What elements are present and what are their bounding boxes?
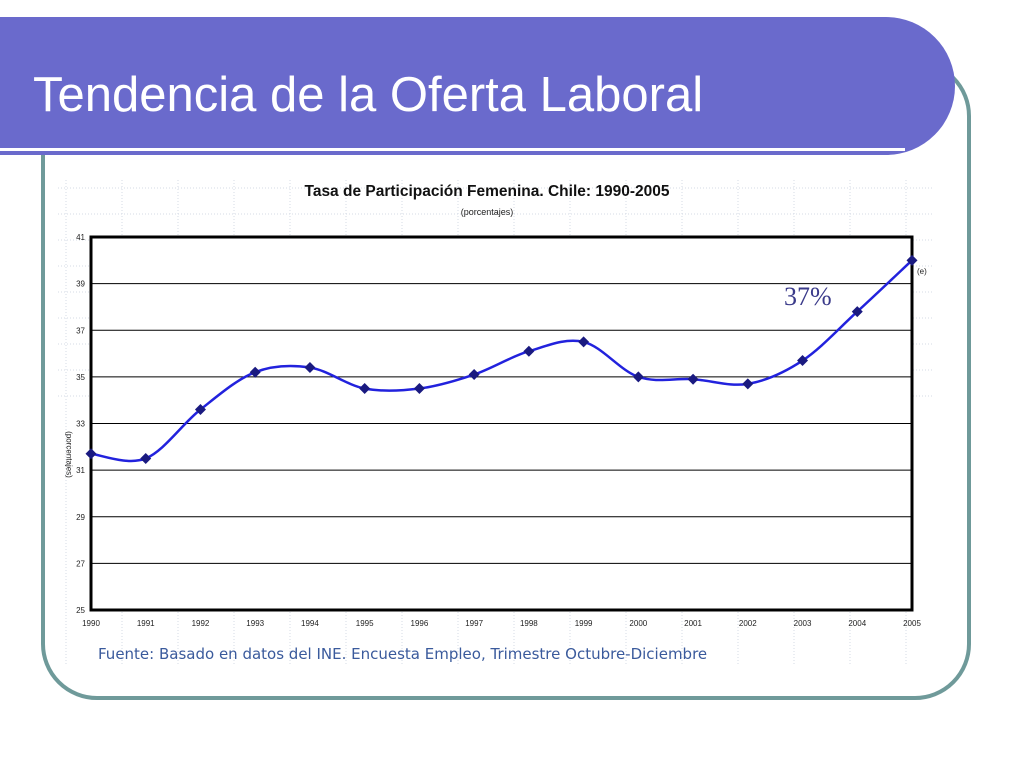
source-note: Fuente: Basado en datos del INE. Encuest… [98,645,708,663]
data-point [632,371,644,383]
chart-panel: 25 27 29 31 33 35 37 39 41 1990 1991 1992 1993 1994 19… [58,180,934,665]
x-tick-label: 2003 [794,619,812,628]
data-point [906,254,918,266]
data-point [413,383,425,395]
y-tick-label: 27 [76,559,85,568]
plot-frame [89,235,914,612]
x-tick-label: 1994 [301,619,319,628]
data-point [85,448,97,460]
data-point [687,373,699,385]
x-tick-label: 1997 [465,619,483,628]
y-tick-label: 31 [76,466,85,475]
data-point [249,366,261,378]
x-tick-label: 1991 [137,619,155,628]
title-underline [0,148,905,151]
chart-subtitle: (porcentajes) [460,207,514,217]
data-point [140,452,152,464]
y-axis-label: (porcentajes) [64,431,74,478]
x-tick-label: 1995 [356,619,374,628]
data-point [742,378,754,390]
x-tick-label: 1992 [192,619,210,628]
x-tick-label: 1998 [520,619,538,628]
data-point [578,336,590,348]
y-tick-label: 33 [76,420,85,429]
y-tick-label: 39 [76,280,85,289]
estimate-note: (e) [917,267,927,276]
y-tick-label: 41 [76,233,85,242]
annotation-label: 37% [784,282,832,311]
x-tick-label: 2004 [848,619,866,628]
x-tick-label: 2001 [684,619,702,628]
data-point [359,383,371,395]
y-tick-label: 35 [76,373,85,382]
x-tick-label: 2005 [903,619,921,628]
data-point [468,369,480,381]
x-tick-label: 1990 [82,619,100,628]
y-tick-label: 29 [76,513,85,522]
chart-title: Tasa de Participación Femenina. Chile: 1… [304,183,670,200]
data-point [797,355,809,367]
title-bar: Tendencia de la Oferta Laboral [0,17,955,155]
y-tick-label: 25 [76,606,85,615]
y-tick-label: 37 [76,326,85,335]
participation-line-chart: 25 27 29 31 33 35 37 39 41 1990 1991 1992 1993 1994 19… [58,180,934,665]
data-point [194,404,206,416]
data-point [523,345,535,357]
data-point [851,306,863,318]
x-tick-label: 2002 [739,619,757,628]
series-line [90,259,913,463]
x-tick-label: 1996 [411,619,429,628]
x-tick-label: 2000 [629,619,647,628]
x-tick-label: 1999 [575,619,593,628]
slide-title: Tendencia de la Oferta Laboral [33,68,704,122]
x-tick-label: 1993 [246,619,264,628]
data-point [304,362,316,374]
